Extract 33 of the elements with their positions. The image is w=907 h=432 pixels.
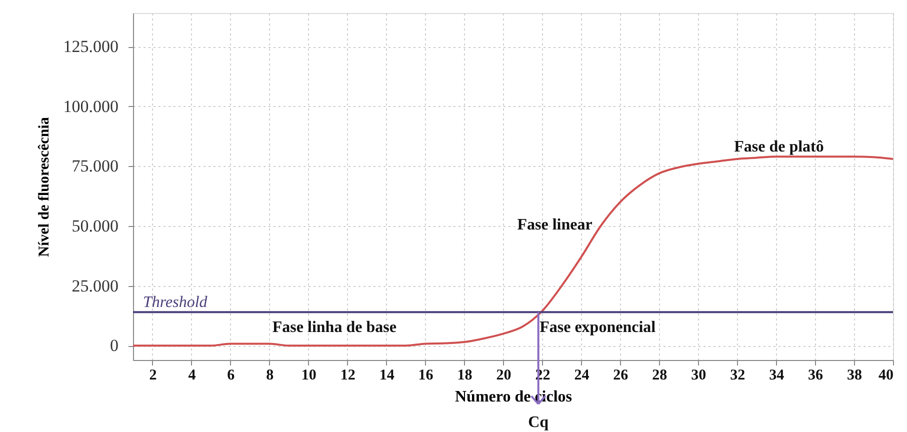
y-tick-label: 100.000 (63, 96, 118, 116)
y-axis-title: Nível de fluorescêcnia (36, 116, 52, 257)
y-tick-label: 50.000 (72, 216, 118, 236)
x-tick-label: 8 (266, 368, 274, 384)
annotation: Fase exponencial (540, 319, 656, 336)
x-tick-label: 6 (227, 368, 236, 384)
x-tick-label: 14 (379, 368, 395, 384)
y-tick-label: 75.000 (72, 156, 118, 176)
x-tick-label: 4 (188, 368, 196, 384)
x-tick-label: 24 (574, 368, 590, 384)
x-tick-label: 36 (808, 368, 824, 384)
line-series (132, 156, 894, 347)
x-tick-label: 12 (340, 368, 356, 384)
x-tick-label: 38 (847, 368, 862, 384)
x-tick-label: 26 (613, 368, 629, 384)
x-tick-label: 32 (730, 368, 746, 384)
x-tick-label: 28 (652, 368, 668, 384)
x-tick-label: 40 (878, 368, 894, 384)
annotation: Fase linha de base (272, 319, 396, 336)
y-tick-label: 0 (110, 336, 118, 356)
ref-line-label: Threshold (143, 294, 208, 312)
x-tick-label: 30 (691, 368, 706, 384)
y-tick-label: 125.000 (63, 37, 118, 56)
x-tick-label: 2 (149, 368, 157, 384)
annotation: Fase de platô (734, 138, 824, 156)
y-tick-label: 25.000 (72, 276, 118, 296)
annotation: Fase linear (517, 216, 592, 234)
x-tick-label: 10 (301, 368, 316, 384)
x-tick-label: 18 (457, 368, 472, 384)
x-tick-label: 34 (769, 368, 785, 384)
x-tick-label: 16 (418, 368, 434, 384)
ref-line-label: Cq (528, 414, 549, 431)
x-tick-label: 20 (496, 368, 512, 384)
